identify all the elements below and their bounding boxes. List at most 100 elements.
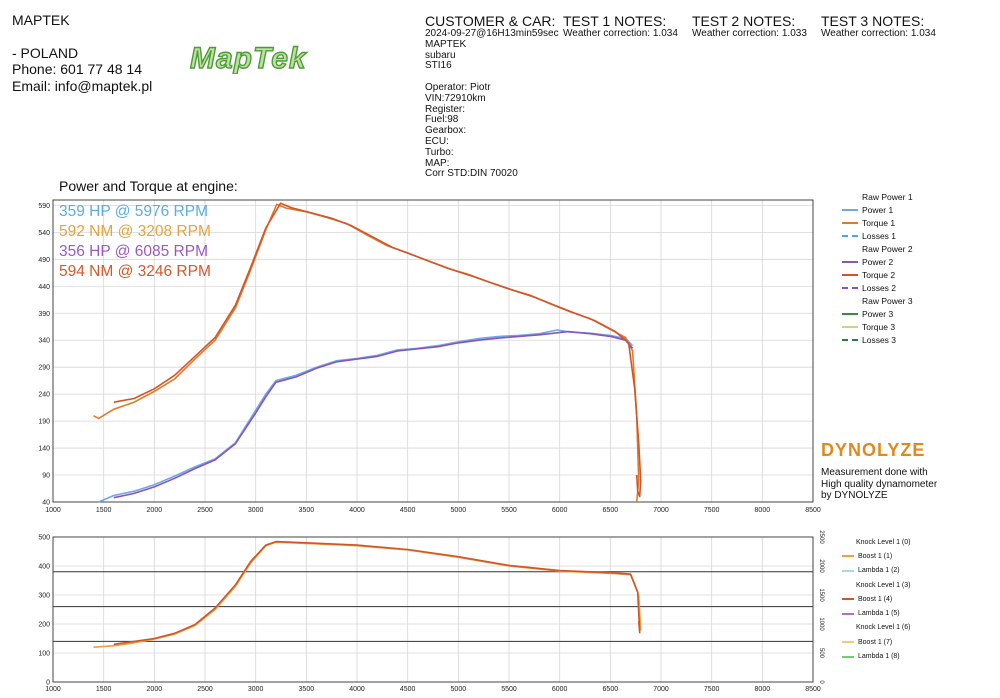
legend-item[interactable]: Raw Power 3 [842, 294, 913, 307]
legend-item[interactable]: Torque 3 [842, 320, 913, 333]
series-line [113, 540, 641, 646]
legend-item[interactable]: Lambda 1 (5) [842, 606, 910, 620]
legend-label: Torque 2 [862, 269, 896, 280]
y-tick-label: 140 [38, 446, 50, 453]
test-2-text: Weather correction: 1.033 [692, 28, 807, 39]
result-line: 359 HP @ 5976 RPM [59, 203, 208, 220]
legend-item[interactable]: Raw Power 1 [842, 190, 913, 203]
legend-item[interactable]: Lambda 1 (8) [842, 649, 910, 663]
legend-swatch [842, 641, 854, 644]
legend-item[interactable]: Boost 1 (7) [842, 635, 910, 649]
y-tick-label: 0 [46, 680, 50, 687]
customer-lines: 2024-09-27@16H13min59sec MAPTEK subaru STI1… [425, 28, 559, 180]
legend-label: Raw Power 3 [862, 295, 913, 306]
legend-label: Torque 3 [862, 321, 896, 332]
x-tick-label: 4500 [400, 686, 416, 693]
dynolyze-logo: DYNOLYZE [821, 440, 926, 460]
legend-item[interactable]: Torque 2 [842, 268, 913, 281]
legend-label: Boost 1 (7) [858, 638, 893, 646]
x-tick-label: 6500 [603, 686, 619, 693]
legend-item[interactable]: Power 1 [842, 203, 913, 216]
legend-item[interactable]: Knock Level 1 (6) [842, 621, 910, 635]
customer-line: MAPTEK [425, 38, 467, 50]
test-1-title: TEST 1 NOTES: [563, 13, 667, 29]
company-phone: Phone: 601 77 48 14 [12, 61, 143, 77]
legend-swatch [842, 569, 854, 572]
y-tick-label: 290 [38, 365, 50, 372]
legend-label: Boost 1 (4) [858, 595, 893, 603]
legend-label: Knock Level 1 (3) [856, 581, 911, 589]
legend-item[interactable]: Torque 1 [842, 216, 913, 229]
customer-title: CUSTOMER & CAR: [425, 13, 556, 29]
results-heading: Power and Torque at engine: [59, 178, 238, 194]
test-2-notes: TEST 2 NOTES: Weather correction: 1.033 [692, 13, 807, 40]
x-tick-label: 8500 [805, 507, 821, 514]
legend-item[interactable]: Boost 1 (4) [842, 592, 910, 606]
x-tick-label: 4500 [400, 507, 416, 514]
results-lines: 359 HP @ 5976 RPM 592 NM @ 3208 RPM 356 HP… [59, 202, 238, 282]
legend-label: Knock Level 1 (6) [856, 624, 911, 632]
legend-item[interactable]: Raw Power 2 [842, 242, 913, 255]
result-line: 356 HP @ 6085 RPM [59, 243, 208, 260]
logo-text: MapTek [190, 42, 307, 74]
legend-bottom: Knock Level 1 (0) Boost 1 (1) Lambda 1 (2)… [842, 535, 910, 664]
x-tick-label: 8000 [755, 507, 771, 514]
x-tick-label: 6000 [552, 507, 568, 514]
x-tick-label: 7500 [704, 507, 720, 514]
x-tick-label: 2500 [197, 507, 213, 514]
y-tick-label: 400 [38, 564, 50, 571]
legend-item[interactable]: Losses 1 [842, 229, 913, 242]
x-tick-label: 3500 [299, 507, 315, 514]
legend-item[interactable]: Lambda 1 (2) [842, 564, 910, 578]
y-tick-label: 200 [38, 622, 50, 629]
customer-line: Turbo: [425, 146, 454, 158]
y-tick-label: 190 [38, 419, 50, 426]
legend-swatch [842, 260, 858, 263]
maptek-logo: MapTek [189, 41, 307, 74]
y-tick-label: 590 [38, 203, 50, 210]
customer-line: Operator: Piotr [425, 81, 491, 93]
y-tick-label: 490 [38, 257, 50, 264]
legend-item[interactable]: Knock Level 1 (0) [842, 535, 910, 549]
dynolyze-line: Measurement done with [821, 467, 928, 478]
legend-item[interactable]: Losses 2 [842, 281, 913, 294]
legend-item[interactable]: Losses 3 [842, 333, 913, 346]
x-tick-label: 2000 [147, 686, 163, 693]
company-country: - POLAND [12, 44, 79, 61]
customer-line: STI16 [425, 60, 452, 72]
legend-label: Power 2 [862, 256, 894, 267]
legend-swatch [842, 612, 854, 615]
test-2-title: TEST 2 NOTES: [692, 13, 796, 29]
x-tick-label: 7500 [704, 686, 720, 693]
customer-line: Register: [425, 103, 466, 115]
y2-tick-label: 500 [818, 648, 824, 659]
legend-item[interactable]: Power 2 [842, 255, 913, 268]
legend-label: Losses 2 [862, 282, 897, 293]
y-tick-label: 240 [38, 392, 50, 399]
legend-label: Lambda 1 (8) [858, 653, 900, 661]
legend-swatch [842, 273, 858, 276]
legend-label: Power 3 [862, 308, 894, 319]
x-tick-label: 1000 [45, 686, 61, 693]
test-3-notes: TEST 3 NOTES: Weather correction: 1.034 [821, 13, 936, 40]
legend-item[interactable]: Boost 1 (1) [842, 549, 910, 563]
legend-item[interactable]: Knock Level 1 (3) [842, 578, 910, 592]
x-tick-label: 3000 [248, 686, 264, 693]
y-tick-label: 440 [38, 284, 50, 291]
x-tick-label: 1000 [45, 507, 61, 514]
y-tick-label: 390 [38, 311, 50, 318]
x-tick-label: 4000 [349, 507, 365, 514]
x-tick-label: 1500 [96, 507, 112, 514]
legend-item[interactable]: Power 3 [842, 307, 913, 320]
dynolyze-line: High quality dynamometer [821, 478, 938, 490]
y2-tick-label: 1000 [818, 617, 824, 631]
x-tick-label: 1500 [96, 686, 112, 693]
legend-label: Raw Power 1 [862, 191, 913, 202]
test-3-text: Weather correction: 1.034 [821, 28, 936, 39]
y2-tick-label: 2500 [818, 530, 824, 544]
legend-label: Lambda 1 (5) [858, 610, 900, 618]
result-line: 594 NM @ 3246 RPM [59, 263, 211, 280]
x-tick-label: 3500 [299, 686, 315, 693]
x-tick-label: 5500 [501, 507, 517, 514]
